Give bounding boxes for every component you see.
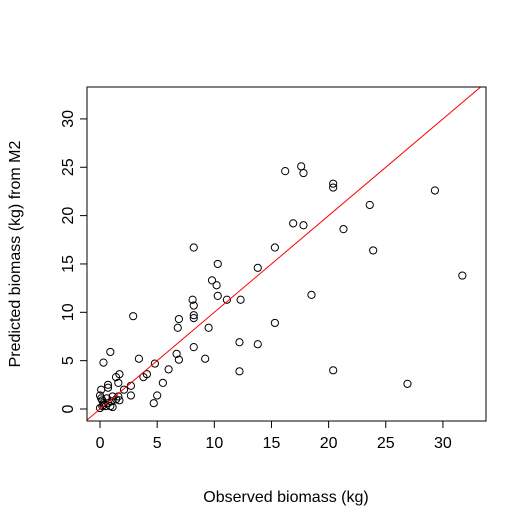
point: [149, 399, 158, 408]
point: [213, 291, 222, 300]
y-tick-label: 15: [60, 255, 77, 273]
point: [339, 225, 348, 234]
point: [289, 219, 298, 228]
x-tick-label: 10: [205, 435, 223, 452]
x-tick-label: 20: [320, 435, 338, 452]
point: [164, 365, 173, 374]
x-tick-label: 0: [96, 435, 105, 452]
point: [201, 354, 210, 363]
point: [106, 347, 115, 357]
point: [329, 366, 338, 375]
point: [173, 323, 182, 332]
point: [174, 314, 183, 324]
point: [329, 183, 338, 192]
point: [103, 380, 113, 389]
point: [430, 186, 440, 195]
point: [204, 323, 213, 332]
x-tick-label: 5: [153, 435, 162, 452]
point: [212, 281, 221, 290]
point: [174, 355, 183, 364]
point: [189, 243, 198, 252]
point: [207, 276, 217, 285]
point: [253, 340, 262, 349]
point: [97, 385, 106, 394]
point: [158, 378, 167, 388]
y-tick-label: 25: [60, 158, 77, 176]
y-tick-label: 10: [60, 303, 77, 321]
point: [299, 168, 308, 178]
point: [403, 379, 412, 388]
y-axis-title: Predicted biomass (kg) from M2: [7, 141, 24, 368]
point: [172, 349, 181, 358]
point: [189, 311, 198, 320]
y-tick-label: 0: [60, 404, 77, 413]
point: [102, 394, 111, 403]
point: [307, 290, 316, 300]
point: [189, 314, 198, 323]
point: [253, 263, 262, 272]
point: [189, 301, 198, 310]
point: [270, 318, 279, 328]
point: [98, 402, 107, 411]
plot-frame: [86, 86, 487, 422]
point: [153, 391, 162, 400]
point: [126, 391, 135, 400]
point: [235, 338, 244, 347]
point: [281, 167, 290, 176]
point: [236, 295, 245, 304]
point: [369, 246, 378, 255]
point: [134, 354, 143, 363]
x-axis-title: Observed biomass (kg): [203, 489, 368, 506]
y-tick-label: 20: [60, 207, 77, 225]
point: [270, 243, 279, 252]
point: [222, 295, 231, 304]
point: [115, 396, 124, 405]
point: [188, 295, 197, 304]
point: [235, 367, 244, 376]
point: [299, 221, 308, 230]
x-tick-label: 15: [263, 435, 281, 452]
x-tick-label: 25: [377, 435, 395, 452]
point: [95, 403, 105, 413]
reference-line: [87, 87, 482, 421]
point: [213, 259, 222, 269]
point: [150, 359, 159, 368]
point: [365, 200, 374, 210]
point: [114, 378, 123, 388]
x-tick-label: 30: [434, 435, 452, 452]
point: [108, 402, 117, 412]
point: [119, 385, 129, 394]
point: [129, 312, 138, 321]
point: [111, 372, 121, 382]
point: [107, 397, 116, 406]
point: [139, 372, 148, 382]
point: [329, 179, 338, 188]
y-tick-label: 30: [60, 110, 77, 128]
y-tick-label: 5: [60, 356, 77, 365]
point: [189, 343, 198, 352]
point: [297, 162, 306, 171]
point: [99, 358, 108, 367]
point: [458, 271, 467, 280]
